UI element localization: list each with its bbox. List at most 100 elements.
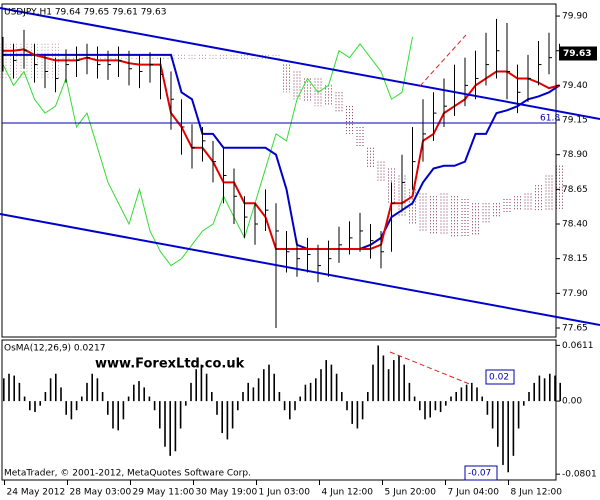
bar — [398, 355, 400, 402]
y-tick-label: 78.90 — [562, 150, 588, 160]
price-panel: 77.65 77.90 78.15 78.40 78.65 78.90 79.15 79.40… — [0, 12, 597, 498]
bar — [335, 373, 338, 402]
bar — [148, 396, 151, 402]
fib-label: 61.8 — [540, 114, 560, 124]
bar — [476, 387, 478, 402]
x-tick-label: 30 May 19:00 — [196, 488, 258, 498]
bar — [460, 387, 463, 402]
bar — [143, 387, 145, 402]
bar — [117, 401, 119, 431]
x-tick-label: 4 Jun 12:00 — [322, 488, 374, 498]
bar — [221, 401, 223, 434]
price-frame — [1, 3, 557, 338]
bar — [367, 391, 369, 402]
bar — [543, 378, 546, 402]
bar — [252, 387, 255, 402]
bar — [434, 401, 437, 411]
bar — [497, 401, 499, 447]
bar — [330, 364, 333, 402]
bar — [44, 391, 47, 402]
bar — [257, 378, 260, 402]
bar — [439, 401, 442, 413]
bar — [39, 401, 41, 406]
bar — [507, 401, 509, 473]
bar — [294, 401, 296, 411]
bar — [169, 401, 171, 456]
bar — [96, 378, 99, 402]
bar — [49, 378, 52, 402]
bar — [299, 396, 301, 402]
bar — [429, 401, 431, 418]
bar — [289, 401, 291, 420]
bar — [481, 396, 483, 402]
bar — [153, 401, 156, 411]
bar — [164, 401, 166, 447]
bar — [315, 378, 317, 402]
bar — [29, 401, 31, 411]
bar — [341, 391, 343, 402]
bar — [195, 369, 197, 402]
bar — [55, 373, 57, 402]
trendline — [389, 351, 473, 386]
bar — [408, 382, 411, 402]
indicator-line — [2, 36, 413, 267]
bar — [559, 382, 561, 402]
last-price-label: 79.63 — [563, 49, 591, 59]
bar — [75, 401, 78, 411]
bar — [377, 345, 379, 402]
bar — [283, 401, 286, 411]
bar — [3, 378, 5, 402]
y-tick-label: 78.15 — [562, 254, 588, 264]
annotation-box — [485, 369, 515, 385]
bar — [393, 360, 395, 402]
x-tick-label: 24 May 2012 — [7, 488, 66, 498]
bar — [174, 401, 177, 452]
y-tick-label: -0.0801 — [562, 470, 597, 480]
bar — [247, 382, 249, 402]
bar — [179, 401, 182, 429]
bar — [424, 401, 426, 420]
bar — [190, 382, 192, 402]
bar — [403, 364, 405, 402]
bar — [200, 364, 203, 402]
bar — [86, 382, 88, 402]
trendline — [0, 7, 600, 120]
bar — [60, 387, 62, 402]
x-tick-label: 1 Jun 03:00 — [259, 488, 311, 498]
bar — [533, 382, 535, 402]
bar — [70, 401, 73, 420]
bar — [465, 384, 468, 402]
bar — [216, 401, 218, 415]
bar — [205, 373, 208, 402]
annotation: -0.07 — [468, 469, 491, 479]
y-tick-label: 79.15 — [562, 116, 588, 126]
bar — [185, 401, 187, 406]
bar — [107, 401, 109, 415]
y-tick-label: 79.40 — [562, 81, 588, 91]
x-tick-label: 28 May 03:00 — [70, 488, 132, 498]
bar — [81, 396, 83, 402]
bar — [112, 401, 114, 429]
trendline — [0, 213, 600, 326]
bar — [268, 364, 270, 402]
bar — [372, 364, 374, 402]
bar — [304, 384, 307, 402]
bar — [346, 401, 348, 411]
bar — [502, 401, 504, 465]
footer: MetaTrader, © 2001-2012, MetaQuotes Soft… — [4, 469, 251, 479]
bar — [263, 369, 265, 402]
osma-title: OsMA(12,26,9) 0.0217 — [4, 344, 105, 354]
bar — [549, 373, 551, 402]
y-tick-label: 79.90 — [562, 12, 588, 22]
bar — [387, 369, 390, 402]
y-tick-label: 77.65 — [562, 323, 588, 333]
bar — [8, 373, 10, 402]
chart-title: USDJPY,H1 79.64 79.65 79.61 79.63 — [4, 8, 166, 18]
bar — [278, 391, 281, 402]
bar — [554, 375, 556, 402]
bar — [325, 360, 327, 402]
bar — [512, 401, 515, 456]
x-tick-label: 29 May 11:00 — [133, 488, 195, 498]
